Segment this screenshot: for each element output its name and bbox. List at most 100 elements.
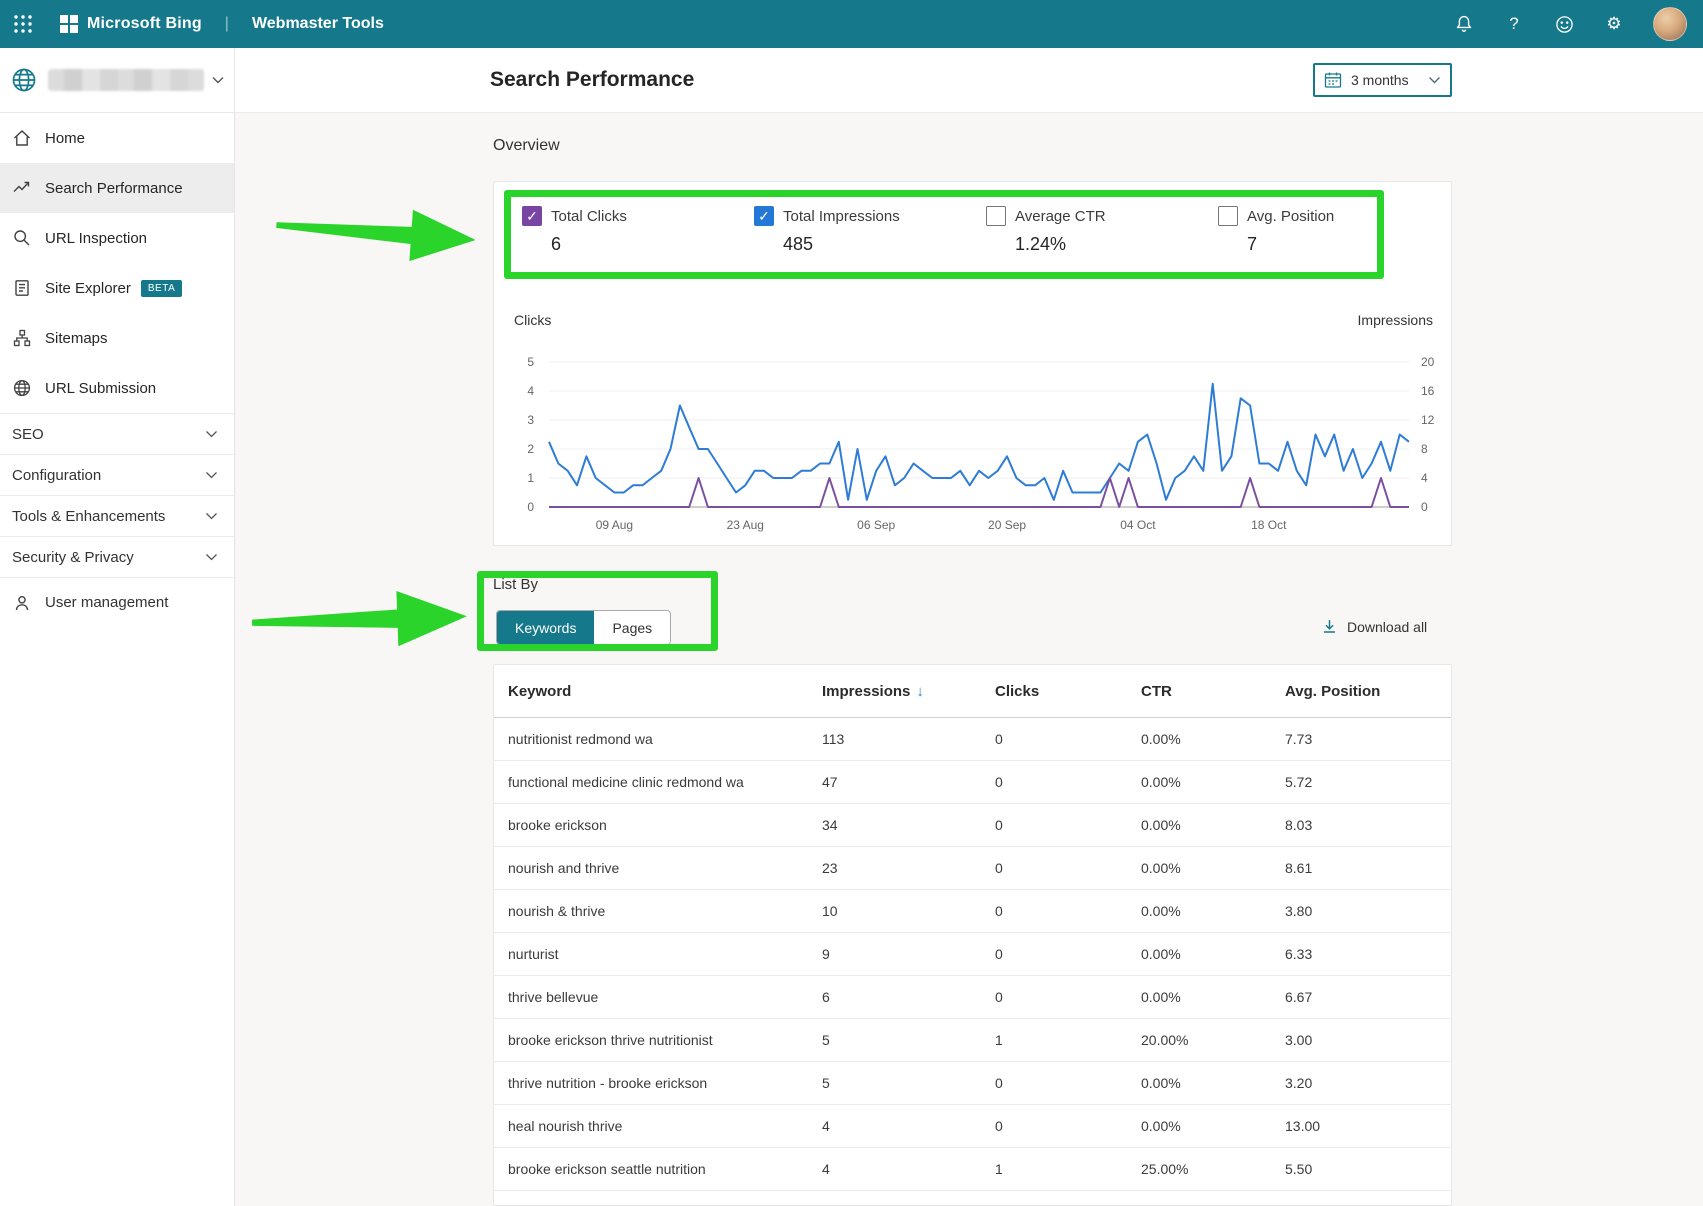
toggle-pages-button[interactable]: Pages [594, 611, 670, 644]
clicks-cell: 0 [995, 1118, 1141, 1134]
clicks-cell: 0 [995, 946, 1141, 962]
section-label: SEO [12, 426, 44, 443]
avg-position-cell: 8.03 [1285, 817, 1451, 833]
chevron-down-icon [205, 471, 218, 479]
sidebar-item-site-explorer[interactable]: Site Explorer BETA [0, 263, 234, 313]
brand-separator: | [225, 15, 229, 33]
table-body: nutritionist redmond wa 113 0 0.00% 7.73… [494, 718, 1451, 1191]
sidebar-item-search-performance[interactable]: Search Performance [0, 163, 234, 213]
keyword-cell: brooke erickson seattle nutrition [508, 1161, 822, 1177]
help-icon[interactable]: ? [1503, 13, 1525, 35]
impressions-cell: 34 [822, 817, 995, 833]
metric-label: Avg. Position [1247, 208, 1334, 225]
waffle-menu-icon[interactable] [0, 0, 46, 48]
sidebar-item-url-inspection[interactable]: URL Inspection [0, 213, 234, 263]
column-header-impressions[interactable]: Impressions ↓ [822, 683, 995, 700]
brand-logo[interactable]: Microsoft Bing | Webmaster Tools [60, 15, 384, 33]
svg-text:4: 4 [1421, 471, 1428, 485]
sidebar-item-sitemaps[interactable]: Sitemaps [0, 313, 234, 363]
keywords-table-card: Keyword Impressions ↓ Clicks CTR Avg. Po… [493, 664, 1452, 1206]
impressions-cell: 47 [822, 774, 995, 790]
sitemap-icon [12, 328, 32, 348]
keyword-cell: brooke erickson thrive nutritionist [508, 1032, 822, 1048]
sidebar-item-label: Sitemaps [45, 330, 108, 347]
clicks-cell: 0 [995, 860, 1141, 876]
main-header: Search Performance 3 months [235, 48, 1703, 113]
svg-text:0: 0 [527, 500, 534, 514]
keyword-cell: nurturist [508, 946, 822, 962]
date-range-dropdown[interactable]: 3 months [1313, 63, 1452, 97]
feedback-smiley-icon[interactable] [1553, 13, 1575, 35]
download-all-button[interactable]: Download all [1321, 618, 1427, 635]
table-row[interactable]: brooke erickson 34 0 0.00% 8.03 [494, 804, 1451, 847]
avg-position-cell: 5.72 [1285, 774, 1451, 790]
impressions-cell: 4 [822, 1118, 995, 1134]
left-axis-title: Clicks [514, 312, 551, 328]
calendar-icon [1324, 71, 1342, 89]
chevron-down-icon [205, 430, 218, 438]
sidebar-section-security-privacy[interactable]: Security & Privacy [0, 536, 234, 577]
total-clicks-checkbox[interactable] [522, 206, 542, 226]
table-row[interactable]: functional medicine clinic redmond wa 47… [494, 761, 1451, 804]
right-axis-title: Impressions [1358, 312, 1433, 328]
table-row[interactable]: brooke erickson seattle nutrition 4 1 25… [494, 1148, 1451, 1191]
overview-heading: Overview [493, 137, 560, 155]
sidebar-item-label: URL Inspection [45, 230, 147, 247]
column-header-avg-position[interactable]: Avg. Position [1285, 683, 1451, 700]
sidebar-item-url-submission[interactable]: URL Submission [0, 363, 234, 413]
ctr-cell: 25.00% [1141, 1161, 1285, 1177]
column-header-ctr[interactable]: CTR [1141, 683, 1285, 700]
avg-position-cell: 3.20 [1285, 1075, 1451, 1091]
average-ctr-checkbox[interactable] [986, 206, 1006, 226]
svg-text:04 Oct: 04 Oct [1120, 518, 1156, 532]
clicks-cell: 0 [995, 903, 1141, 919]
microsoft-logo-icon [60, 15, 78, 33]
table-row[interactable]: nourish & thrive 10 0 0.00% 3.80 [494, 890, 1451, 933]
table-row[interactable]: nutritionist redmond wa 113 0 0.00% 7.73 [494, 718, 1451, 761]
section-label: Security & Privacy [12, 549, 134, 566]
column-header-keyword[interactable]: Keyword [508, 683, 822, 700]
sidebar-section-seo[interactable]: SEO [0, 413, 234, 454]
impressions-cell: 4 [822, 1161, 995, 1177]
svg-text:1: 1 [527, 471, 534, 485]
metric-average-ctr: Average CTR 1.24% [986, 206, 1218, 255]
sidebar: Home Search Performance URL Inspection S… [0, 48, 235, 1206]
sidebar-item-label: URL Submission [45, 380, 156, 397]
avg-position-cell: 5.50 [1285, 1161, 1451, 1177]
table-row[interactable]: thrive nutrition - brooke erickson 5 0 0… [494, 1062, 1451, 1105]
document-icon [12, 278, 32, 298]
table-row[interactable]: thrive bellevue 6 0 0.00% 6.67 [494, 976, 1451, 1019]
toggle-keywords-button[interactable]: Keywords [497, 611, 594, 644]
table-row[interactable]: nourish and thrive 23 0 0.00% 8.61 [494, 847, 1451, 890]
person-icon [12, 593, 32, 613]
ctr-cell: 0.00% [1141, 1118, 1285, 1134]
keyword-cell: heal nourish thrive [508, 1118, 822, 1134]
performance-chart: 00142831241652009 Aug23 Aug06 Sep20 Sep0… [494, 332, 1453, 544]
metric-label: Total Impressions [783, 208, 900, 225]
sidebar-item-home[interactable]: Home [0, 113, 234, 163]
sidebar-item-label: User management [45, 594, 168, 611]
svg-text:8: 8 [1421, 442, 1428, 456]
avg-position-checkbox[interactable] [1218, 206, 1238, 226]
table-row[interactable]: brooke erickson thrive nutritionist 5 1 … [494, 1019, 1451, 1062]
column-header-clicks[interactable]: Clicks [995, 683, 1141, 700]
avg-position-cell: 13.00 [1285, 1118, 1451, 1134]
table-row[interactable]: nurturist 9 0 0.00% 6.33 [494, 933, 1451, 976]
globe-icon [12, 378, 32, 398]
table-row[interactable]: heal nourish thrive 4 0 0.00% 13.00 [494, 1105, 1451, 1148]
user-avatar[interactable] [1653, 7, 1687, 41]
svg-text:20: 20 [1421, 355, 1435, 369]
keyword-cell: functional medicine clinic redmond wa [508, 774, 822, 790]
ctr-cell: 0.00% [1141, 817, 1285, 833]
total-impressions-checkbox[interactable] [754, 206, 774, 226]
sidebar-section-tools-enhancements[interactable]: Tools & Enhancements [0, 495, 234, 536]
sidebar-item-user-management[interactable]: User management [0, 577, 234, 627]
settings-gear-icon[interactable]: ⚙ [1603, 13, 1625, 35]
ctr-cell: 0.00% [1141, 774, 1285, 790]
page-title: Search Performance [490, 68, 694, 92]
chevron-down-icon [205, 512, 218, 520]
impressions-cell: 5 [822, 1075, 995, 1091]
sidebar-section-configuration[interactable]: Configuration [0, 454, 234, 495]
notifications-bell-icon[interactable] [1453, 13, 1475, 35]
site-selector[interactable] [0, 48, 234, 113]
